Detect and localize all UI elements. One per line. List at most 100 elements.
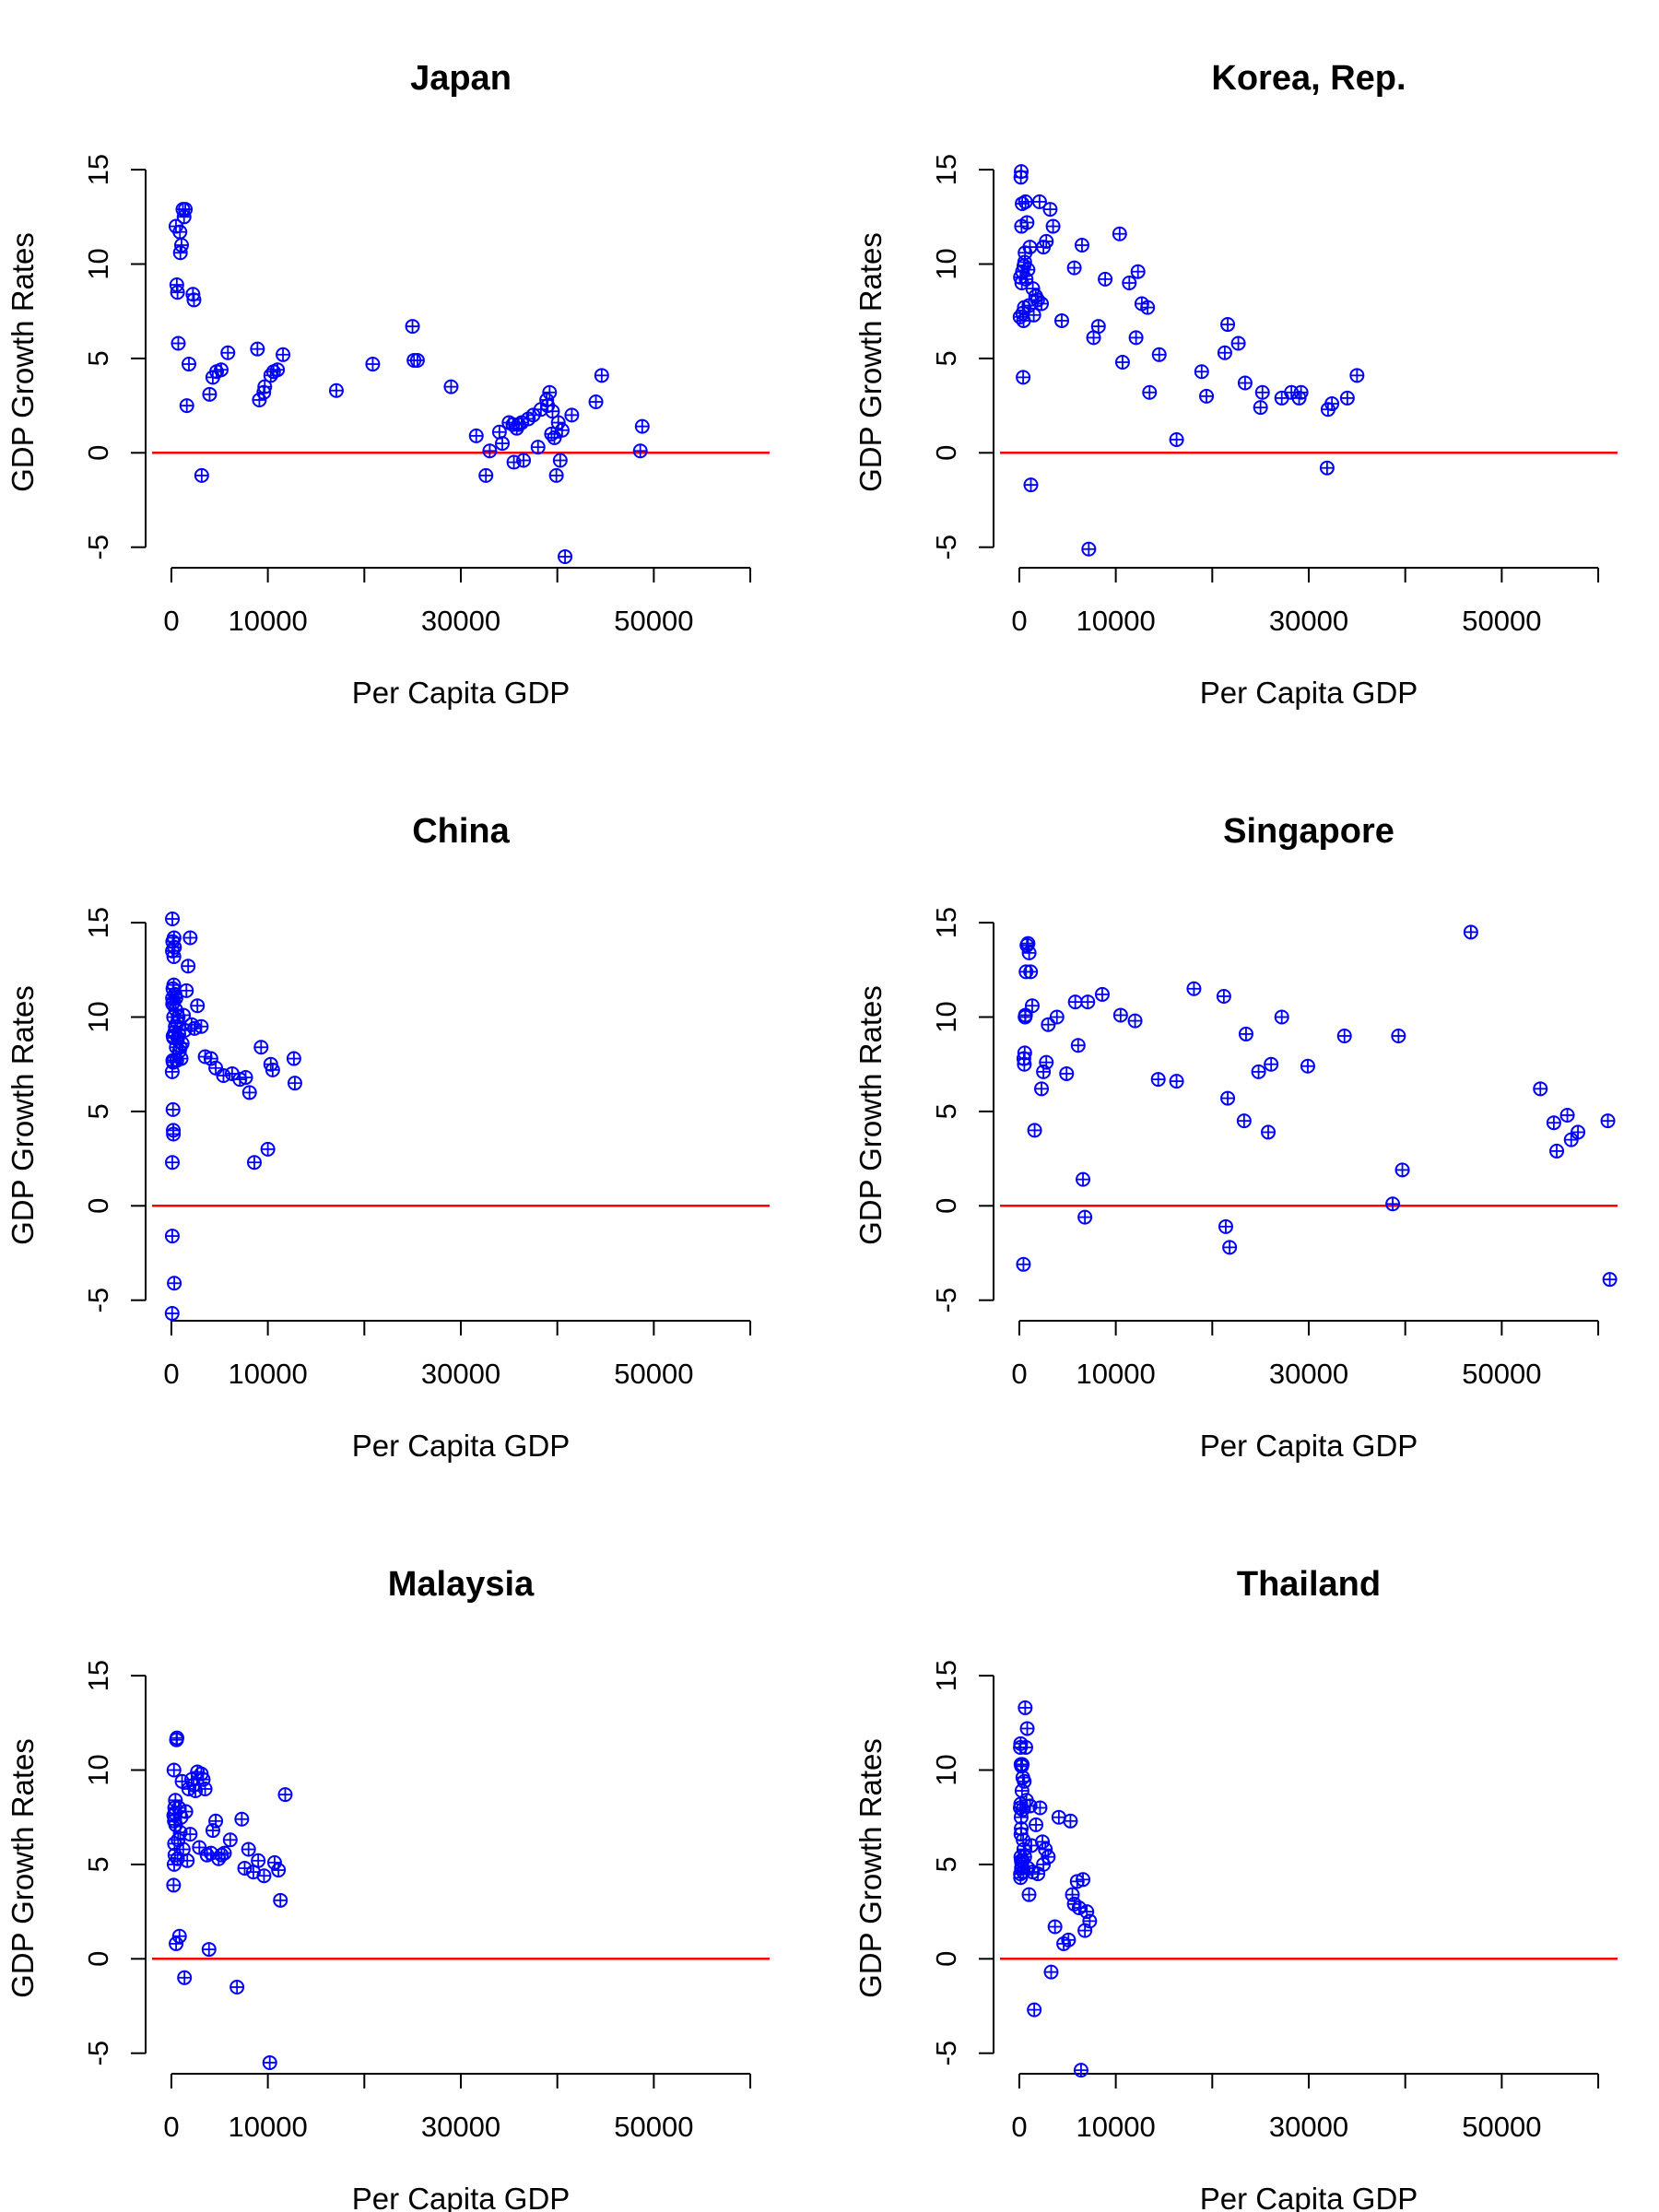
y-tick-label: 10 (82, 248, 114, 279)
data-point (208, 1813, 224, 1829)
data-point (166, 1126, 182, 1142)
y-axis-label: GDP Growth Rates (6, 1738, 40, 1998)
data-point (173, 238, 189, 253)
data-point (443, 379, 459, 394)
data-point (1032, 1800, 1048, 1816)
data-point (1026, 307, 1041, 323)
data-point (1018, 1007, 1033, 1023)
data-point (1169, 1074, 1184, 1089)
y-axis-label: GDP Growth Rates (6, 232, 40, 492)
data-point (1079, 1904, 1095, 1920)
y-tick-label: 5 (82, 350, 114, 366)
data-point (1041, 1017, 1056, 1032)
data-point (182, 1827, 198, 1842)
data-point (262, 2054, 277, 2070)
data-point (222, 1832, 238, 1848)
data-point (1602, 1272, 1618, 1288)
data-point (1122, 275, 1137, 290)
data-point (1571, 1124, 1586, 1140)
data-point (1142, 384, 1158, 400)
data-point (167, 1276, 182, 1291)
y-tick-label: 5 (930, 1103, 962, 1119)
data-point (1018, 194, 1033, 209)
data-point (1169, 431, 1184, 447)
data-point (365, 357, 381, 372)
data-point (1274, 1009, 1289, 1025)
data-point (530, 440, 546, 455)
x-tick-label: 50000 (614, 2111, 693, 2143)
data-point (273, 1892, 288, 1908)
data-point (634, 418, 650, 434)
data-point (167, 939, 182, 955)
data-point (1023, 964, 1039, 980)
x-tick-label: 30000 (1269, 2111, 1348, 2143)
data-point (1054, 312, 1069, 328)
data-point (170, 1730, 185, 1746)
data-point (168, 991, 183, 1006)
data-point (1017, 1045, 1032, 1061)
data-point (1463, 924, 1478, 940)
data-point (409, 352, 425, 368)
data-point (217, 1845, 232, 1861)
scatter-panel: Japan 0 10000 30000 50000 Per Capita GDP -5 0 5 1… (6, 59, 770, 710)
data-point (266, 1854, 282, 1870)
data-point (1549, 1143, 1565, 1159)
y-tick-label: 15 (930, 154, 962, 185)
data-point (328, 382, 344, 398)
data-point (176, 1007, 192, 1023)
x-tick-label: 50000 (1462, 2111, 1541, 2143)
panel-title: Singapore (1223, 812, 1394, 851)
data-point (1049, 1009, 1065, 1025)
x-tick-label: 0 (163, 1358, 179, 1390)
x-tick-label: 0 (1011, 2111, 1027, 2143)
data-point (1034, 296, 1050, 312)
x-axis-label: Per Capita GDP (1200, 676, 1418, 710)
data-point (1029, 1817, 1044, 1832)
data-point (1254, 384, 1270, 400)
data-point (1261, 1124, 1277, 1140)
x-tick-label: 30000 (1269, 605, 1348, 637)
data-point (176, 209, 192, 225)
data-point (1559, 1108, 1575, 1123)
data-point (164, 1155, 180, 1171)
data-point (1041, 1849, 1056, 1865)
data-point (1600, 1113, 1616, 1129)
y-axis-label: GDP Growth Rates (853, 232, 888, 492)
data-point (165, 912, 181, 926)
data-point (170, 285, 185, 300)
data-point (253, 1040, 269, 1055)
data-point (271, 1863, 287, 1878)
y-tick-label: 15 (82, 154, 114, 185)
x-tick-label: 30000 (421, 2111, 500, 2143)
y-tick-label: -5 (930, 535, 962, 560)
panel-title: Korea, Rep. (1211, 59, 1406, 98)
x-tick-label: 30000 (1269, 1358, 1348, 1390)
data-point (516, 453, 532, 468)
y-tick-label: 10 (930, 1001, 962, 1032)
data-point (1236, 1113, 1252, 1129)
x-tick-label: 0 (1011, 1358, 1027, 1390)
data-point (179, 982, 194, 998)
data-point (179, 398, 194, 414)
data-point (552, 453, 568, 468)
data-point (1094, 986, 1110, 1002)
data-point (276, 347, 291, 362)
data-point (1021, 1887, 1037, 1902)
data-point (1042, 202, 1058, 218)
data-point (256, 1868, 272, 1884)
panel-title: Thailand (1237, 1565, 1381, 1604)
y-tick-label: -5 (82, 2041, 114, 2066)
data-point (190, 998, 206, 1014)
y-tick-label: 5 (930, 1856, 962, 1872)
data-point (1077, 1209, 1093, 1225)
scatter-panel: Malaysia 0 10000 30000 50000 Per Capita GDP -5… (6, 1565, 770, 2212)
data-point (166, 1877, 182, 1893)
x-tick-label: 10000 (1077, 2111, 1156, 2143)
data-point (632, 443, 648, 459)
y-tick-label: 15 (930, 907, 962, 938)
data-point (1016, 1256, 1031, 1272)
data-point (1018, 271, 1034, 287)
data-point (1070, 1038, 1086, 1053)
data-point (286, 1051, 301, 1066)
